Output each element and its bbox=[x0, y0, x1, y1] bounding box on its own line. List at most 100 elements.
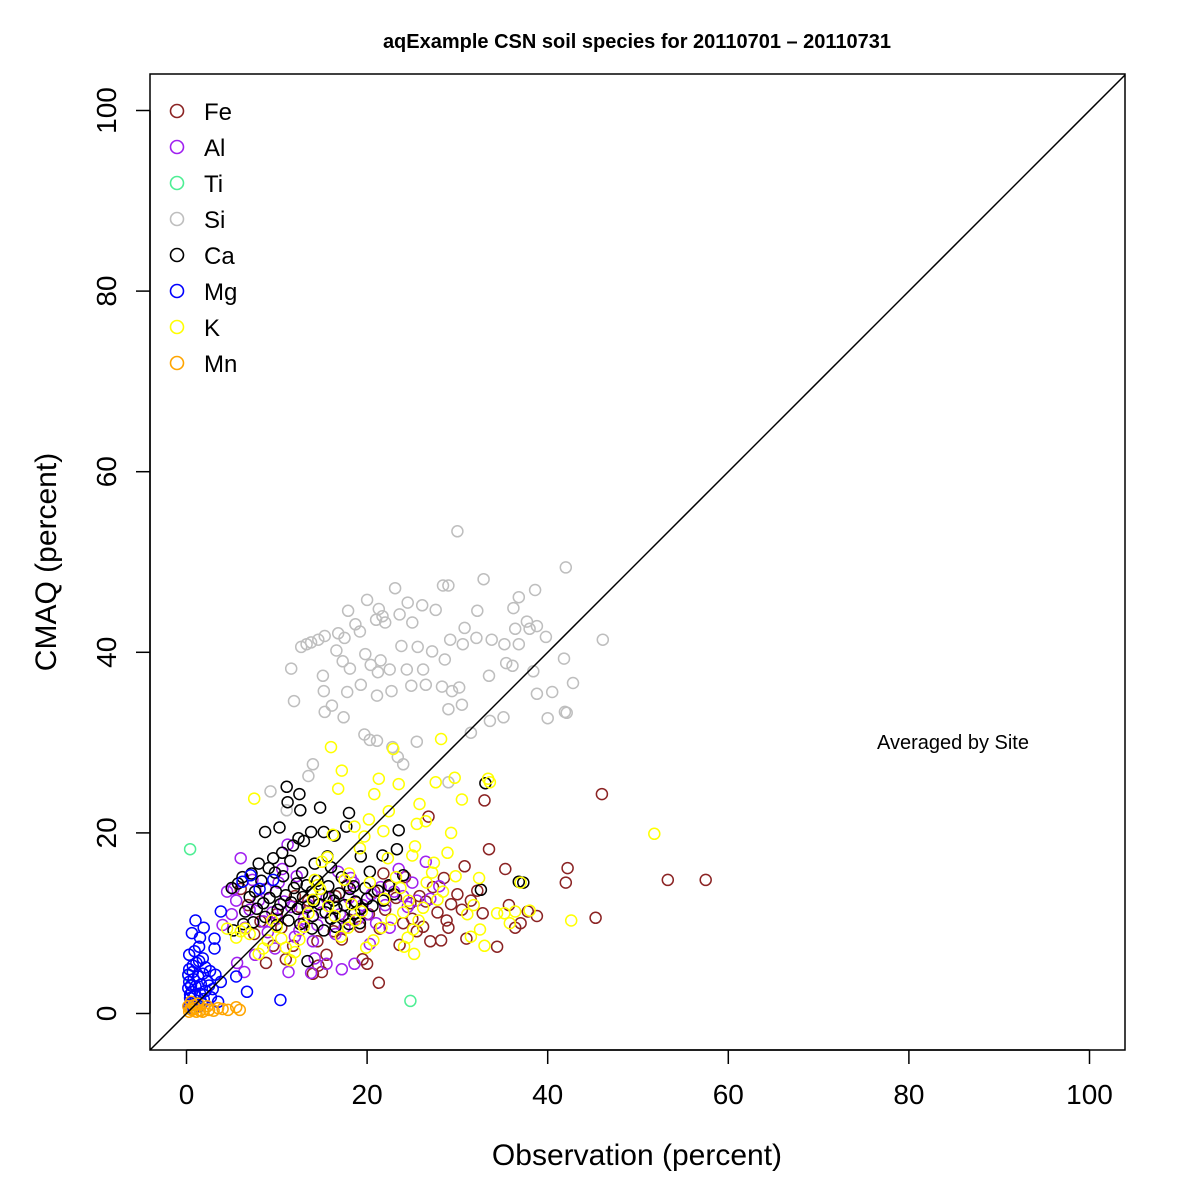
data-point-k bbox=[331, 782, 345, 795]
data-point-ca bbox=[255, 874, 268, 888]
data-point-fe bbox=[259, 956, 273, 970]
data-point-si bbox=[343, 662, 357, 675]
data-point-si bbox=[498, 637, 511, 651]
x-tick-label: 20 bbox=[352, 1079, 383, 1110]
data-point-k bbox=[335, 764, 349, 777]
data-point-k bbox=[229, 931, 243, 944]
data-point-al bbox=[348, 957, 361, 971]
data-point-mg bbox=[229, 970, 243, 983]
data-point-fe bbox=[490, 940, 504, 953]
legend-item-fe: Fe bbox=[169, 99, 232, 126]
data-point-al bbox=[308, 952, 321, 965]
data-point-fe bbox=[476, 907, 489, 920]
data-point-k bbox=[372, 772, 386, 785]
data-point-ca bbox=[297, 834, 311, 848]
data-point-fe bbox=[247, 927, 261, 941]
data-point-mn bbox=[233, 1003, 247, 1017]
data-point-fe bbox=[431, 906, 444, 919]
data-point-si bbox=[443, 633, 457, 646]
data-point-mg bbox=[214, 905, 228, 918]
data-point-al bbox=[230, 956, 244, 970]
data-point-si bbox=[545, 685, 559, 699]
legend-marker bbox=[169, 247, 185, 263]
data-point-ca bbox=[301, 954, 314, 968]
data-point-fe bbox=[404, 897, 417, 910]
data-point-ca bbox=[390, 842, 404, 856]
data-point-k bbox=[413, 797, 426, 811]
legend-marker bbox=[169, 283, 185, 299]
data-point-k bbox=[392, 777, 405, 791]
data-point-k bbox=[368, 787, 381, 801]
data-point-ca bbox=[474, 883, 488, 897]
y-tick-label: 0 bbox=[91, 1006, 122, 1022]
x-tick-label: 80 bbox=[893, 1079, 924, 1110]
data-point-al bbox=[424, 892, 437, 906]
data-point-k bbox=[648, 827, 661, 841]
data-point-k bbox=[367, 934, 380, 947]
data-point-al bbox=[229, 894, 243, 907]
data-point-mg bbox=[182, 963, 196, 976]
data-point-si bbox=[364, 658, 377, 672]
data-point-ca bbox=[396, 869, 410, 882]
y-axis: 0 20 40 60 80 100 bbox=[91, 87, 151, 1022]
data-point-k bbox=[449, 869, 462, 883]
data-point-si bbox=[405, 679, 418, 692]
data-point-k bbox=[358, 830, 371, 843]
legend-label: Mn bbox=[204, 351, 237, 378]
data-point-k bbox=[270, 920, 284, 934]
y-axis-label: CMAQ (percent) bbox=[30, 453, 63, 671]
data-point-fe bbox=[482, 842, 496, 856]
data-point-k bbox=[375, 921, 388, 934]
data-point-si bbox=[406, 616, 419, 629]
data-point-si bbox=[371, 665, 385, 679]
x-tick-label: 100 bbox=[1066, 1079, 1113, 1110]
data-point-al bbox=[306, 935, 320, 948]
legend-marker bbox=[169, 139, 185, 155]
data-point-k bbox=[425, 866, 439, 879]
data-point-mn bbox=[201, 1000, 214, 1013]
data-point-k bbox=[381, 851, 395, 865]
data-point-k bbox=[448, 771, 461, 785]
legend-label: Si bbox=[204, 207, 225, 234]
data-point-si bbox=[341, 604, 355, 618]
data-point-k bbox=[444, 826, 458, 840]
data-point-al bbox=[275, 862, 289, 876]
data-point-mg bbox=[236, 875, 249, 888]
data-point-k bbox=[382, 804, 396, 818]
data-point-k bbox=[326, 828, 340, 841]
data-point-si bbox=[442, 702, 455, 716]
data-point-ca bbox=[293, 787, 306, 801]
data-point-fe bbox=[320, 948, 333, 962]
legend-item-mg: Mg bbox=[169, 279, 237, 306]
data-point-mg bbox=[192, 940, 206, 953]
data-point-fe bbox=[434, 934, 448, 947]
data-point-si bbox=[318, 629, 331, 643]
legend-marker bbox=[169, 211, 185, 227]
data-point-ca bbox=[258, 910, 272, 924]
data-point-k bbox=[234, 925, 247, 938]
data-point-si bbox=[438, 653, 452, 666]
data-point-ti bbox=[404, 994, 417, 1008]
data-point-ca bbox=[284, 854, 297, 868]
y-tick-label: 80 bbox=[91, 276, 122, 307]
data-point-k bbox=[247, 792, 261, 805]
data-point-al bbox=[320, 957, 333, 971]
data-point-ti bbox=[183, 842, 197, 856]
y-tick-label: 40 bbox=[91, 637, 122, 668]
data-point-mn bbox=[229, 1000, 243, 1014]
data-point-si bbox=[410, 735, 424, 748]
data-point-ca bbox=[268, 866, 282, 879]
data-point-ca bbox=[366, 899, 379, 913]
x-tick-label: 40 bbox=[532, 1079, 563, 1110]
x-axis: 0 20 40 60 80 100 bbox=[179, 1049, 1113, 1110]
data-point-ca bbox=[342, 806, 356, 820]
data-point-fe bbox=[311, 935, 324, 948]
data-point-ca bbox=[287, 881, 301, 895]
data-point-ca bbox=[281, 795, 294, 809]
data-point-si bbox=[302, 769, 315, 783]
legend-item-al: Al bbox=[169, 135, 225, 162]
data-point-k bbox=[419, 814, 433, 828]
data-point-ca bbox=[258, 825, 272, 839]
data-point-si bbox=[280, 804, 293, 817]
data-point-si bbox=[557, 652, 571, 665]
